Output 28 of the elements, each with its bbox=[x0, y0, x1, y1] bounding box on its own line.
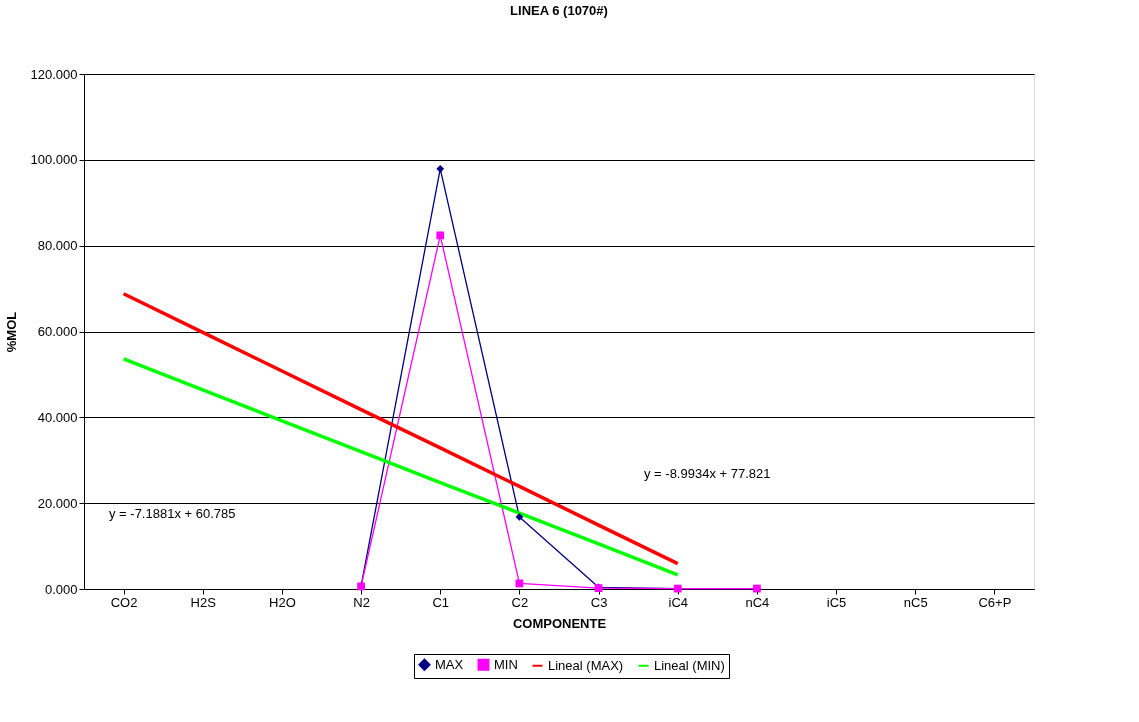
x-tick-label: C1 bbox=[432, 594, 450, 610]
annotation: y = -7.1881x + 60.785 bbox=[109, 506, 236, 521]
y-tick-label: 60.000 bbox=[37, 324, 78, 339]
annotation: y = -8.9934x + 77.821 bbox=[644, 466, 771, 481]
legend-label: Lineal (MAX) bbox=[548, 657, 624, 673]
y-tick-label: 100.000 bbox=[30, 152, 78, 168]
chart-title: LINEA 6 (1070#) bbox=[510, 3, 608, 18]
legend-label: MAX bbox=[435, 656, 464, 672]
y-axis-title: %MOL bbox=[3, 311, 19, 353]
x-tick-label: N2 bbox=[353, 594, 370, 610]
y-tick-label: 80.000 bbox=[37, 238, 78, 254]
x-tick-label: iC5 bbox=[826, 594, 847, 610]
legend-label: MIN bbox=[494, 656, 518, 672]
x-tick-label: iC4 bbox=[668, 594, 689, 610]
x-tick-label: CO2 bbox=[110, 594, 138, 610]
x-tick-label: C6+P bbox=[978, 594, 1012, 610]
x-tick-label: C3 bbox=[590, 594, 608, 610]
x-tick-label: C2 bbox=[511, 594, 529, 610]
y-tick-label: 0.000 bbox=[44, 581, 78, 597]
x-axis-title: COMPONENTE bbox=[512, 615, 607, 631]
y-tick-label: 40.000 bbox=[37, 409, 78, 425]
x-tick-label: H2O bbox=[269, 594, 296, 610]
x-tick-label: nC4 bbox=[745, 594, 770, 610]
legend-label: Lineal (MIN) bbox=[654, 657, 725, 673]
x-tick-label: nC5 bbox=[903, 594, 928, 610]
y-tick-label: 20.000 bbox=[37, 495, 78, 511]
x-tick-label: H2S bbox=[190, 594, 217, 610]
y-tick-label: 120.000 bbox=[30, 66, 78, 82]
